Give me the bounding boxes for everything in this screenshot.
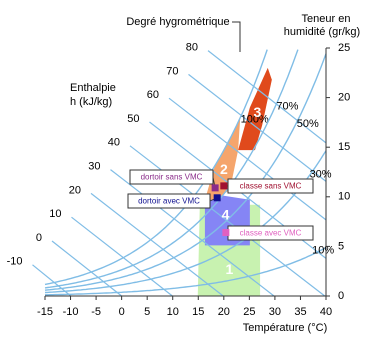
x-tick-label: 35 <box>294 306 306 318</box>
x-tick-label: 15 <box>192 306 204 318</box>
callout-label: dortoir avec VMC <box>138 197 200 206</box>
chart-title: Degré hygrométrique <box>126 16 229 28</box>
zone-label: 4 <box>222 207 230 223</box>
x-tick-label: 40 <box>320 306 332 318</box>
x-tick-label: 0 <box>119 306 125 318</box>
x-tick-label: 25 <box>243 306 255 318</box>
rh-label: 70% <box>276 101 298 113</box>
callout-label: dortoir sans VMC <box>141 173 203 182</box>
rh-curve <box>45 246 327 296</box>
callout-box <box>129 169 214 185</box>
enthalpy-line <box>90 192 224 297</box>
enthalpy-tick-label: 70 <box>166 65 178 77</box>
rh-label: 10% <box>312 244 334 256</box>
y-tick-label: 25 <box>338 42 350 54</box>
rh-curve <box>44 49 299 289</box>
enthalpy-tick-label: 0 <box>36 232 42 244</box>
x-tick-label: 5 <box>144 306 150 318</box>
rh-curve <box>44 49 268 286</box>
y-tick-label: 10 <box>338 191 350 203</box>
enthalpy-tick-label: 50 <box>127 113 139 125</box>
point <box>220 182 228 190</box>
enthalpy-line <box>71 216 173 297</box>
enthalpy-tick-label: 10 <box>49 208 61 220</box>
enthalpy-tick-label: 60 <box>147 89 159 101</box>
rh-curve <box>44 150 327 294</box>
y-tick-label: 0 <box>338 290 344 302</box>
y-axis-label: Teneur en <box>302 13 351 25</box>
zone-label: 3 <box>254 104 262 120</box>
x-axis-label: Température (°C) <box>243 322 327 334</box>
title-leader <box>232 21 241 52</box>
callout-label: classe sans VMC <box>240 182 302 191</box>
callout-box <box>227 178 314 194</box>
y-tick-label: 20 <box>338 92 350 104</box>
x-tick-label: -5 <box>91 306 101 318</box>
point <box>211 184 219 192</box>
enthalpy-line <box>207 50 327 144</box>
point <box>213 194 221 202</box>
enthalpy-tick-label: -10 <box>7 256 23 268</box>
zone <box>238 67 272 151</box>
x-tick-label: 20 <box>218 306 230 318</box>
y-tick-label: 15 <box>338 141 350 153</box>
x-tick-label: 10 <box>167 306 179 318</box>
y-tick-label: 5 <box>338 240 344 252</box>
zone-label: 2 <box>220 161 228 177</box>
enthalpy-line <box>110 169 275 297</box>
enthalpy-label: Enthalpie <box>70 82 116 94</box>
enthalpy-tick-label: 80 <box>186 42 198 54</box>
y-axis-label: humidité (gr/kg) <box>284 26 360 38</box>
rh-curve <box>44 53 327 291</box>
x-tick-label: 30 <box>269 306 281 318</box>
enthalpy-tick-label: 30 <box>88 161 100 173</box>
x-tick-label: -10 <box>63 306 79 318</box>
callout-box <box>127 193 211 209</box>
zone-label: 1 <box>226 261 234 277</box>
enthalpy-tick-label: 40 <box>108 137 120 149</box>
callout-label: classe avec VMC <box>240 229 302 238</box>
enthalpy-line <box>188 73 327 182</box>
rh-label: 50% <box>297 118 319 130</box>
enthalpy-tick-label: 20 <box>69 184 81 196</box>
point <box>222 229 230 237</box>
enthalpy-label: h (kJ/kg) <box>70 96 112 108</box>
x-tick-label: -15 <box>37 306 53 318</box>
rh-label: 100% <box>241 113 269 125</box>
